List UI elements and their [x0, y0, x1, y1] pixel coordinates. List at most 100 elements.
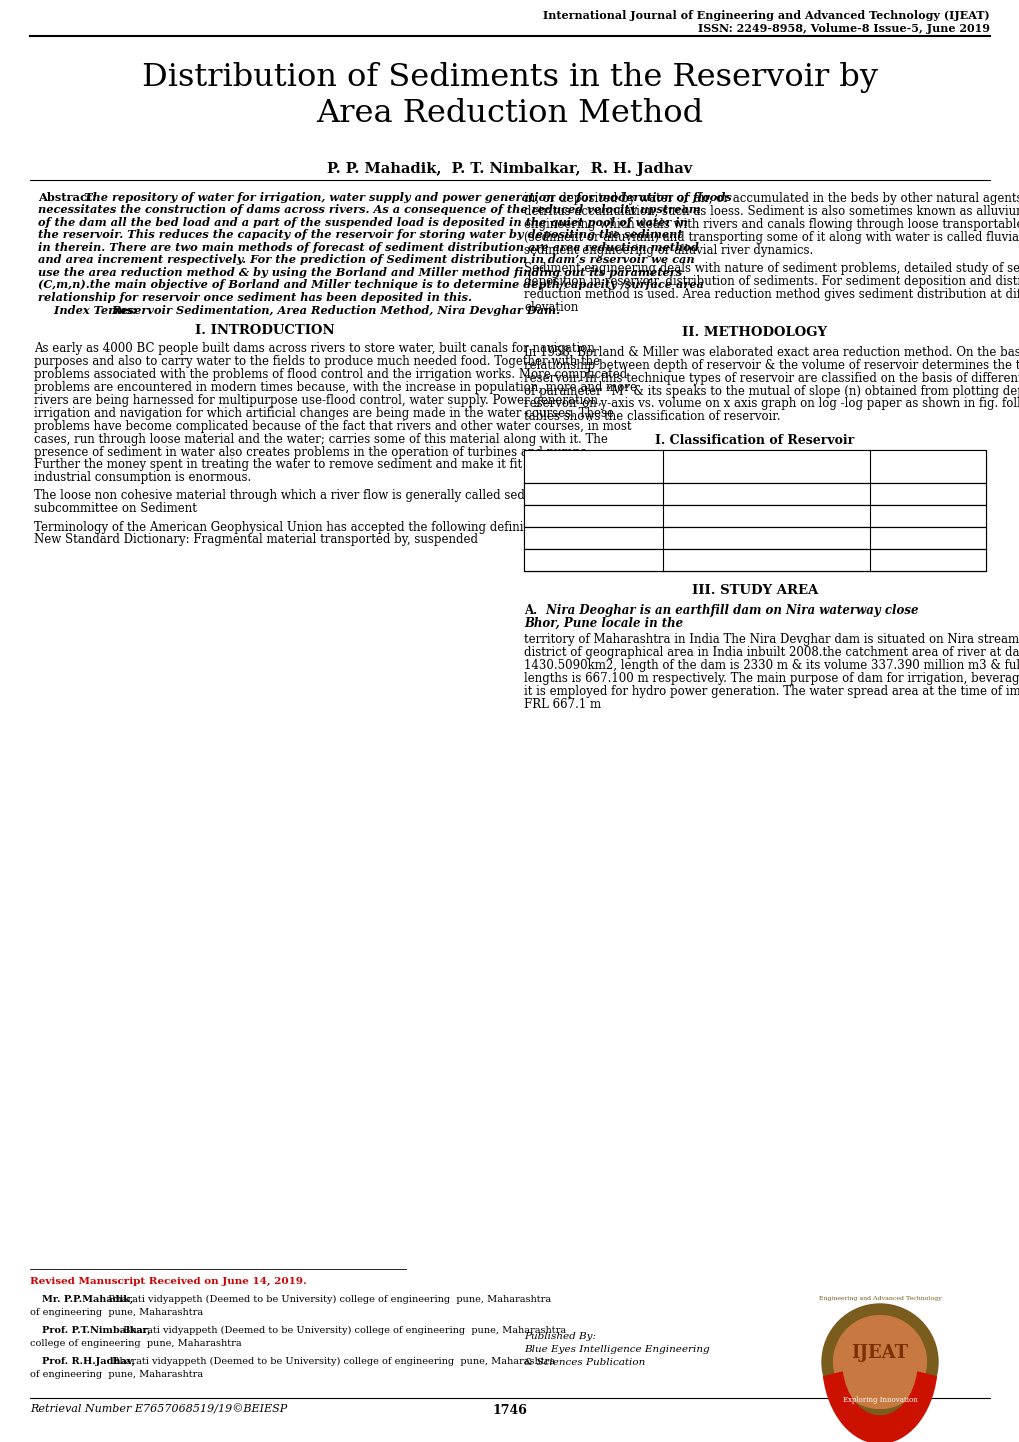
Text: Terminology of the American Geophysical Union has accepted the following definit: Terminology of the American Geophysical …	[34, 521, 623, 534]
Text: International Journal of Engineering and Advanced Technology (IJEAT): International Journal of Engineering and…	[543, 10, 989, 22]
Text: the reservoir. This reduces the capacity of the reservoir for storing water by d: the reservoir. This reduces the capacity…	[38, 229, 682, 241]
Text: Reservoir Sedimentation, Area Reduction Method, Nira Devghar Dam.: Reservoir Sedimentation, Area Reduction …	[111, 306, 560, 316]
Text: Flood plain –foothill: Flood plain –foothill	[666, 510, 785, 523]
Text: of engineering  pune, Maharashtra: of engineering pune, Maharashtra	[30, 1308, 203, 1317]
Text: and area increment respectively. For the prediction of Sediment distribution in : and area increment respectively. For the…	[38, 254, 694, 265]
Text: Bharati vidyappeth (Deemed to be University) college of engineering  pune, Mahar: Bharati vidyappeth (Deemed to be Univers…	[105, 1295, 550, 1304]
Text: I. Classification of Reservoir: I. Classification of Reservoir	[655, 434, 854, 447]
Text: cases, run through loose material and the water; carries some of this material a: cases, run through loose material and th…	[34, 433, 607, 446]
Text: I. INTRODUCTION: I. INTRODUCTION	[195, 324, 334, 337]
Text: Distribution of Sediments in the Reservoir by: Distribution of Sediments in the Reservo…	[142, 62, 877, 92]
Text: 1.0-1.5: 1.0-1.5	[873, 554, 915, 567]
Text: in, or deposited by water or air, or accumulated in the beds by other natural ag: in, or deposited by water or air, or acc…	[524, 192, 1019, 205]
Text: Lake: Lake	[666, 487, 695, 500]
Text: In 1958, Borland & Miller was elaborated exact area reduction method. On the bas: In 1958, Borland & Miller was elaborated…	[524, 346, 1019, 359]
Text: Blue Eyes Intelligence Engineering: Blue Eyes Intelligence Engineering	[524, 1345, 709, 1354]
Text: III. STUDY AREA: III. STUDY AREA	[691, 584, 817, 597]
Text: Reservoir Type: Reservoir Type	[666, 460, 756, 473]
Text: of parameter “M” & its speaks to the mutual of slope (n) obtained from plotting : of parameter “M” & its speaks to the mut…	[524, 385, 1019, 398]
Text: use the area reduction method & by using the Borland and Miller method finding o: use the area reduction method & by using…	[38, 267, 682, 278]
Bar	[524, 450, 985, 571]
Ellipse shape	[833, 1315, 925, 1409]
Text: Revised Manuscript Received on June 14, 2019.: Revised Manuscript Received on June 14, …	[30, 1278, 307, 1286]
Text: Bharati vidyappeth (Deemed to be University) college of engineering  pune, Mahar: Bharati vidyappeth (Deemed to be Univers…	[120, 1327, 566, 1335]
Text: The repository of water for irrigation, water supply and power generation or for: The repository of water for irrigation, …	[84, 192, 731, 203]
Text: of engineering  pune, Maharashtra: of engineering pune, Maharashtra	[30, 1370, 203, 1379]
Text: IJEAT: IJEAT	[851, 1344, 908, 1363]
Text: A.: A.	[524, 604, 537, 617]
Text: it is employed for hydro power generation. The water spread area at the time of : it is employed for hydro power generatio…	[524, 685, 1019, 698]
Text: III: III	[528, 532, 542, 545]
Bar	[524, 505, 985, 528]
Text: Area Reduction Method: Area Reduction Method	[316, 98, 703, 128]
Text: Sediment engineering deals with nature of sediment problems, detailed study of s: Sediment engineering deals with nature o…	[524, 262, 1019, 275]
Text: college of engineering  pune, Maharashtra: college of engineering pune, Maharashtra	[30, 1340, 242, 1348]
Wedge shape	[822, 1371, 936, 1442]
Text: reduction method is used. Area reduction method gives sediment distribution at d: reduction method is used. Area reduction…	[524, 287, 1019, 300]
Text: reservoir. In this technique types of reservoir are classified on the basis of d: reservoir. In this technique types of re…	[524, 372, 1019, 385]
Text: subcommittee on Sediment: subcommittee on Sediment	[34, 502, 197, 515]
Text: problems associated with the problems of flood control and the irrigation works.: problems associated with the problems of…	[34, 368, 627, 381]
Text: deposition in reservoir, distribution of sediments. For sediment deposition and : deposition in reservoir, distribution of…	[524, 274, 1019, 288]
Text: ISSN: 2249-8958, Volume-8 Issue-5, June 2019: ISSN: 2249-8958, Volume-8 Issue-5, June …	[697, 23, 989, 35]
Text: industrial consumption is enormous.: industrial consumption is enormous.	[34, 472, 251, 485]
Text: 1430.5090km2, length of the dam is 2330 m & its volume 337.390 million m3 & full: 1430.5090km2, length of the dam is 2330 …	[524, 659, 1019, 672]
Text: detritus accumulation, such as loess. Sediment is also sometimes known as alluvi: detritus accumulation, such as loess. Se…	[524, 205, 1019, 218]
Text: of the dam all the bed load and a part of the suspended load is deposited in the: of the dam all the bed load and a part o…	[38, 216, 687, 228]
Text: 1.5-2.5: 1.5-2.5	[873, 532, 915, 545]
Text: rivers are being harnessed for multipurpose use-flood control, water supply. Pow: rivers are being harnessed for multipurp…	[34, 394, 601, 407]
Text: tables shows the classification of reservoir.: tables shows the classification of reser…	[524, 411, 780, 424]
Bar	[524, 549, 985, 571]
Text: The loose non cohesive material through which a river flow is generally called s: The loose non cohesive material through …	[34, 489, 607, 502]
Text: Bharati vidyappeth (Deemed to be University) college of engineering  pune, Mahar: Bharati vidyappeth (Deemed to be Univers…	[109, 1357, 554, 1366]
Text: P. P. Mahadik,  P. T. Nimbalkar,  R. H. Jadhav: P. P. Mahadik, P. T. Nimbalkar, R. H. Ja…	[327, 162, 692, 176]
Text: engineering which deals with rivers and canals flowing through loose transportab: engineering which deals with rivers and …	[524, 218, 1019, 231]
Text: 3.5-4.5: 3.5-4.5	[873, 487, 915, 500]
Text: I: I	[528, 487, 532, 500]
Text: territory of Maharashtra in India The Nira Devghar dam is situated on Nira strea: territory of Maharashtra in India The Ni…	[524, 633, 1019, 646]
Text: Gorge: Gorge	[666, 554, 702, 567]
Text: problems have become complicated because of the fact that rivers and other water: problems have become complicated because…	[34, 420, 631, 433]
Text: Index Terms:: Index Terms:	[38, 306, 137, 316]
Text: necessitates the construction of dams across rivers. As a consequence of the red: necessitates the construction of dams ac…	[38, 205, 700, 215]
Bar	[524, 528, 985, 549]
Text: Standard
classification: Standard classification	[528, 453, 605, 480]
Text: (sediment or alluvium) and transporting some of it along with water is called fl: (sediment or alluvium) and transporting …	[524, 231, 1019, 244]
Text: Further the money spent in treating the water to remove sediment and make it fit: Further the money spent in treating the …	[34, 459, 616, 472]
Text: relationship for reservoir once sediment has been deposited in this.: relationship for reservoir once sediment…	[38, 291, 472, 303]
Text: Prof. R.H.Jadhav,: Prof. R.H.Jadhav,	[42, 1357, 136, 1366]
Text: As early as 4000 BC people built dams across rivers to store water, built canals: As early as 4000 BC people built dams ac…	[34, 342, 594, 355]
Ellipse shape	[821, 1304, 937, 1420]
Text: Exploring Innovation: Exploring Innovation	[842, 1396, 916, 1403]
Text: reservoir on y-axis vs. volume on x axis graph on log -log paper as shown in fig: reservoir on y-axis vs. volume on x axis…	[524, 398, 1019, 411]
Text: (C,m,n).the main objective of Borland and Miller technique is to determine depth: (C,m,n).the main objective of Borland an…	[38, 280, 703, 290]
Text: 1746: 1746	[492, 1405, 527, 1417]
Text: sediment engineering or alluvial river dynamics.: sediment engineering or alluvial river d…	[524, 244, 812, 257]
Text: Mr. P.P.Mahadik,: Mr. P.P.Mahadik,	[42, 1295, 133, 1304]
Text: lengths is 667.100 m respectively. The main purpose of dam for irrigation, bever: lengths is 667.100 m respectively. The m…	[524, 672, 1019, 685]
Text: Nira Deoghar is an earthfill dam on Nira waterway close: Nira Deoghar is an earthfill dam on Nira…	[541, 604, 917, 617]
Text: & Sciences Publication: & Sciences Publication	[524, 1358, 645, 1367]
Text: purposes and also to carry water to the fields to produce much needed food. Toge: purposes and also to carry water to the …	[34, 355, 599, 368]
Text: II. METHODOLOGY: II. METHODOLOGY	[682, 326, 826, 339]
Text: 2.5-3.5: 2.5-3.5	[873, 510, 915, 523]
Text: New Standard Dictionary: Fragmental material transported by, suspended: New Standard Dictionary: Fragmental mate…	[34, 534, 478, 547]
Text: FRL 667.1 m: FRL 667.1 m	[524, 698, 600, 711]
Text: “M”: “M”	[873, 460, 898, 473]
Bar	[524, 483, 985, 505]
Text: Abstract:: Abstract:	[38, 192, 96, 203]
Text: irrigation and navigation for which artificial changes are being made in the wat: irrigation and navigation for which arti…	[34, 407, 613, 420]
Text: presence of sediment in water also creates problems in the operation of turbines: presence of sediment in water also creat…	[34, 446, 590, 459]
Text: in therein. There are two main methods of forecast of sediment distribution are : in therein. There are two main methods o…	[38, 242, 698, 252]
Text: relationship between depth of reservoir & the volume of reservoir determines the: relationship between depth of reservoir …	[524, 359, 1019, 372]
Text: Prof. P.T.Nimbalkar,: Prof. P.T.Nimbalkar,	[42, 1327, 151, 1335]
Text: Published By:: Published By:	[524, 1332, 595, 1341]
Text: Engineering and Advanced Technology: Engineering and Advanced Technology	[818, 1296, 941, 1301]
Text: problems are encountered in modern times because, with the increase in populatio: problems are encountered in modern times…	[34, 381, 637, 394]
Text: elevation: elevation	[524, 300, 578, 313]
Text: IV: IV	[528, 554, 541, 567]
Text: Hill: Hill	[666, 532, 688, 545]
Bar	[524, 450, 985, 483]
Text: II: II	[528, 510, 537, 523]
Text: Retrieval Number E7657068519/19©BEIESP: Retrieval Number E7657068519/19©BEIESP	[30, 1405, 287, 1415]
